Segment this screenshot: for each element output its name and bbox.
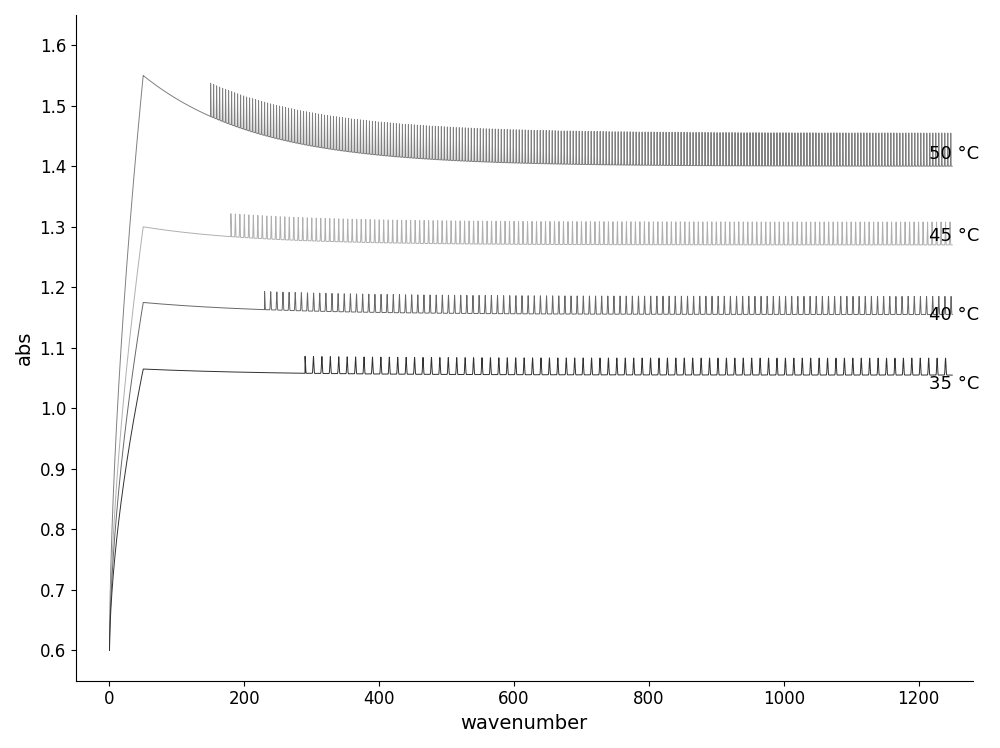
X-axis label: wavenumber: wavenumber xyxy=(461,714,588,733)
Text: 50 °C: 50 °C xyxy=(929,145,979,163)
Text: 40 °C: 40 °C xyxy=(929,306,979,324)
Text: 45 °C: 45 °C xyxy=(929,227,979,245)
Text: 35 °C: 35 °C xyxy=(929,375,979,393)
Y-axis label: abs: abs xyxy=(15,331,34,365)
